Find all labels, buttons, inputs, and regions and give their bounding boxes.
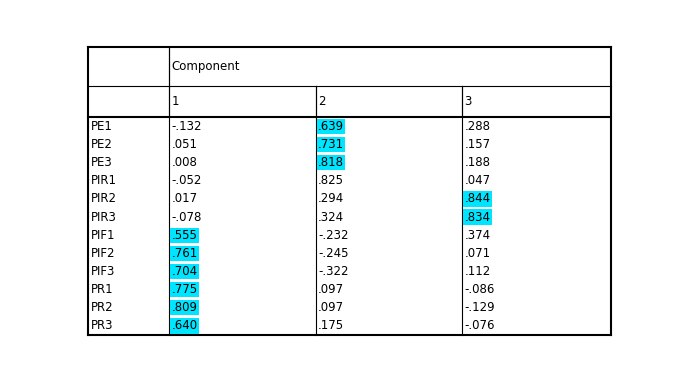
Text: .639: .639 (318, 120, 344, 133)
Text: .640: .640 (172, 319, 198, 332)
Text: .775: .775 (172, 283, 198, 296)
Text: .834: .834 (464, 211, 490, 224)
Text: PIR2: PIR2 (91, 192, 117, 206)
Text: .071: .071 (464, 247, 491, 260)
Text: -.078: -.078 (172, 211, 202, 224)
Text: PIF3: PIF3 (91, 265, 115, 278)
Text: -.086: -.086 (464, 283, 495, 296)
Text: PR2: PR2 (91, 301, 113, 314)
Text: .825: .825 (318, 174, 344, 187)
Text: Component: Component (172, 60, 240, 73)
Text: .288: .288 (464, 120, 490, 133)
Text: .051: .051 (172, 138, 198, 151)
Text: .555: .555 (172, 229, 198, 242)
Text: .112: .112 (464, 265, 491, 278)
Text: .761: .761 (172, 247, 198, 260)
Text: .175: .175 (318, 319, 344, 332)
Text: .008: .008 (172, 156, 198, 169)
Text: .017: .017 (172, 192, 198, 206)
Text: .731: .731 (318, 138, 344, 151)
Text: .374: .374 (464, 229, 491, 242)
Text: .097: .097 (318, 301, 344, 314)
Text: 3: 3 (464, 95, 472, 108)
Text: PR1: PR1 (91, 283, 113, 296)
Text: .809: .809 (172, 301, 198, 314)
Text: PIF2: PIF2 (91, 247, 115, 260)
Text: .294: .294 (318, 192, 344, 206)
Text: PE3: PE3 (91, 156, 113, 169)
Text: .097: .097 (318, 283, 344, 296)
Text: PR3: PR3 (91, 319, 113, 332)
Text: -.245: -.245 (318, 247, 349, 260)
Text: PIR1: PIR1 (91, 174, 117, 187)
Text: .704: .704 (172, 265, 198, 278)
Text: PE1: PE1 (91, 120, 113, 133)
Text: 1: 1 (172, 95, 179, 108)
Text: -.129: -.129 (464, 301, 495, 314)
Text: .818: .818 (318, 156, 344, 169)
Text: -.322: -.322 (318, 265, 349, 278)
Text: .844: .844 (464, 192, 491, 206)
Text: 2: 2 (318, 95, 325, 108)
Text: -.232: -.232 (318, 229, 349, 242)
Text: .188: .188 (464, 156, 490, 169)
Text: .157: .157 (464, 138, 491, 151)
Text: PIF1: PIF1 (91, 229, 115, 242)
Text: .324: .324 (318, 211, 344, 224)
Text: -.132: -.132 (172, 120, 202, 133)
Text: PE2: PE2 (91, 138, 113, 151)
Text: PIR3: PIR3 (91, 211, 117, 224)
Text: -.076: -.076 (464, 319, 495, 332)
Text: -.052: -.052 (172, 174, 202, 187)
Text: .047: .047 (464, 174, 491, 187)
